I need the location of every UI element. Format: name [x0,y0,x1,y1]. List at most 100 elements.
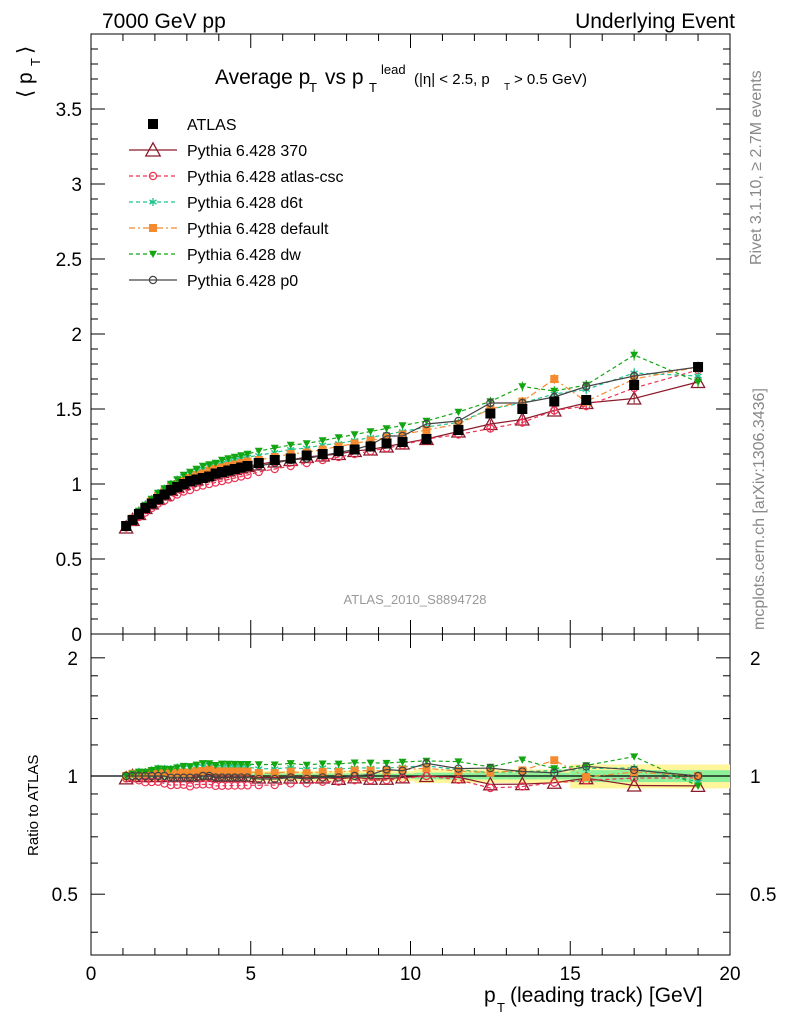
ratio-series-line [125,755,699,787]
data-point [550,387,559,395]
data-point [398,430,407,439]
data-point [134,771,144,781]
data-point [421,434,432,444]
header-right: Underlying Event [575,10,735,33]
data-point [186,468,195,476]
data-point [517,404,528,414]
data-point [147,767,156,775]
ratio-series-line [125,764,699,783]
data-point [382,425,391,433]
data-point [626,390,642,405]
data-point [153,494,164,504]
data-point [422,759,431,768]
ratio-plot-frame [90,633,731,956]
data-point [144,141,162,157]
legend-label: Pythia 6.428 p0 [187,273,298,290]
data-point [243,781,252,790]
legend-label: Pythia 6.428 default [187,221,329,238]
series-line [125,372,699,527]
data-point [450,769,467,784]
data-point [204,471,215,482]
data-point [518,383,527,391]
series-line [125,381,699,528]
rivet-label: Rivet 3.1.10, ≥ 2.7M events [748,70,765,265]
svg-text:T: T [369,80,377,95]
data-point [350,759,359,767]
data-point [550,375,559,383]
data-point [211,762,220,770]
legend-label: Pythia 6.428 dw [187,247,301,264]
series-pythia-6-428-d6t [122,367,702,530]
chart-title: Average p T vs p T lead (|η| < 2.5, p T … [215,62,587,95]
data-point [398,765,407,774]
data-point [270,464,279,474]
data-point [133,509,144,519]
data-point [198,780,208,789]
data-point [242,461,253,471]
data-point [254,769,263,778]
data-point [253,458,264,468]
data-point [210,468,221,479]
data-point [350,766,359,775]
data-point [254,774,263,784]
data-point [454,764,463,773]
data-point [236,773,246,782]
data-point [230,773,239,782]
legend-entry: Pythia 6.428 d6t [129,195,303,212]
data-point [550,778,559,787]
data-point [217,781,227,790]
data-point [286,779,295,788]
data-point [454,416,463,426]
series-line [125,354,699,527]
data-point [422,764,431,773]
data-point [581,395,592,405]
data-point [186,768,195,777]
data-point [121,521,132,531]
data-point [334,760,343,768]
series-pythia-6-428-p0 [121,361,703,531]
data-point [318,767,327,776]
data-point [626,777,642,792]
data-point [224,767,233,776]
svg-text:p: p [484,984,496,1007]
data-point [486,768,495,777]
legend-entry: Pythia 6.428 p0 [129,273,298,290]
ratio-series-pythia-6-428-dw [122,753,703,790]
data-point [223,465,234,476]
ratio-y-label: Ratio to ATLAS [25,755,42,856]
data-point [629,380,640,390]
data-point [302,761,311,769]
data-point [302,769,311,778]
svg-text:⟨ p: ⟨ p [14,72,37,98]
x-axis-label: p T (leading track) [GeV] [484,984,703,1015]
data-point [333,446,344,456]
data-point [397,437,408,447]
legend-label: Pythia 6.428 d6t [187,195,303,212]
data-point [254,467,263,477]
data-point [382,433,391,442]
legend-entry: Pythia 6.428 370 [129,141,307,160]
data-point [230,760,239,769]
data-point [173,476,182,484]
data-point [148,119,158,129]
data-point [179,773,188,782]
data-point [191,474,202,485]
data-point [198,771,208,781]
data-point [422,771,431,781]
ratio-y-tick-label-right: 1 [750,767,761,788]
data-point [422,426,431,434]
data-point [173,768,182,777]
data-point [693,362,704,372]
data-point [334,777,343,786]
data-point [366,770,375,779]
data-point [318,760,327,768]
data-point [518,766,527,775]
y-tick-label: 1 [71,475,82,496]
svg-text:> 0.5 GeV): > 0.5 GeV) [514,71,587,88]
header-left: 7000 GeV pp [102,10,226,33]
legend-entry: Pythia 6.428 default [129,221,329,238]
data-point [422,417,431,425]
svg-text:T: T [309,80,317,95]
data-point [217,456,226,464]
